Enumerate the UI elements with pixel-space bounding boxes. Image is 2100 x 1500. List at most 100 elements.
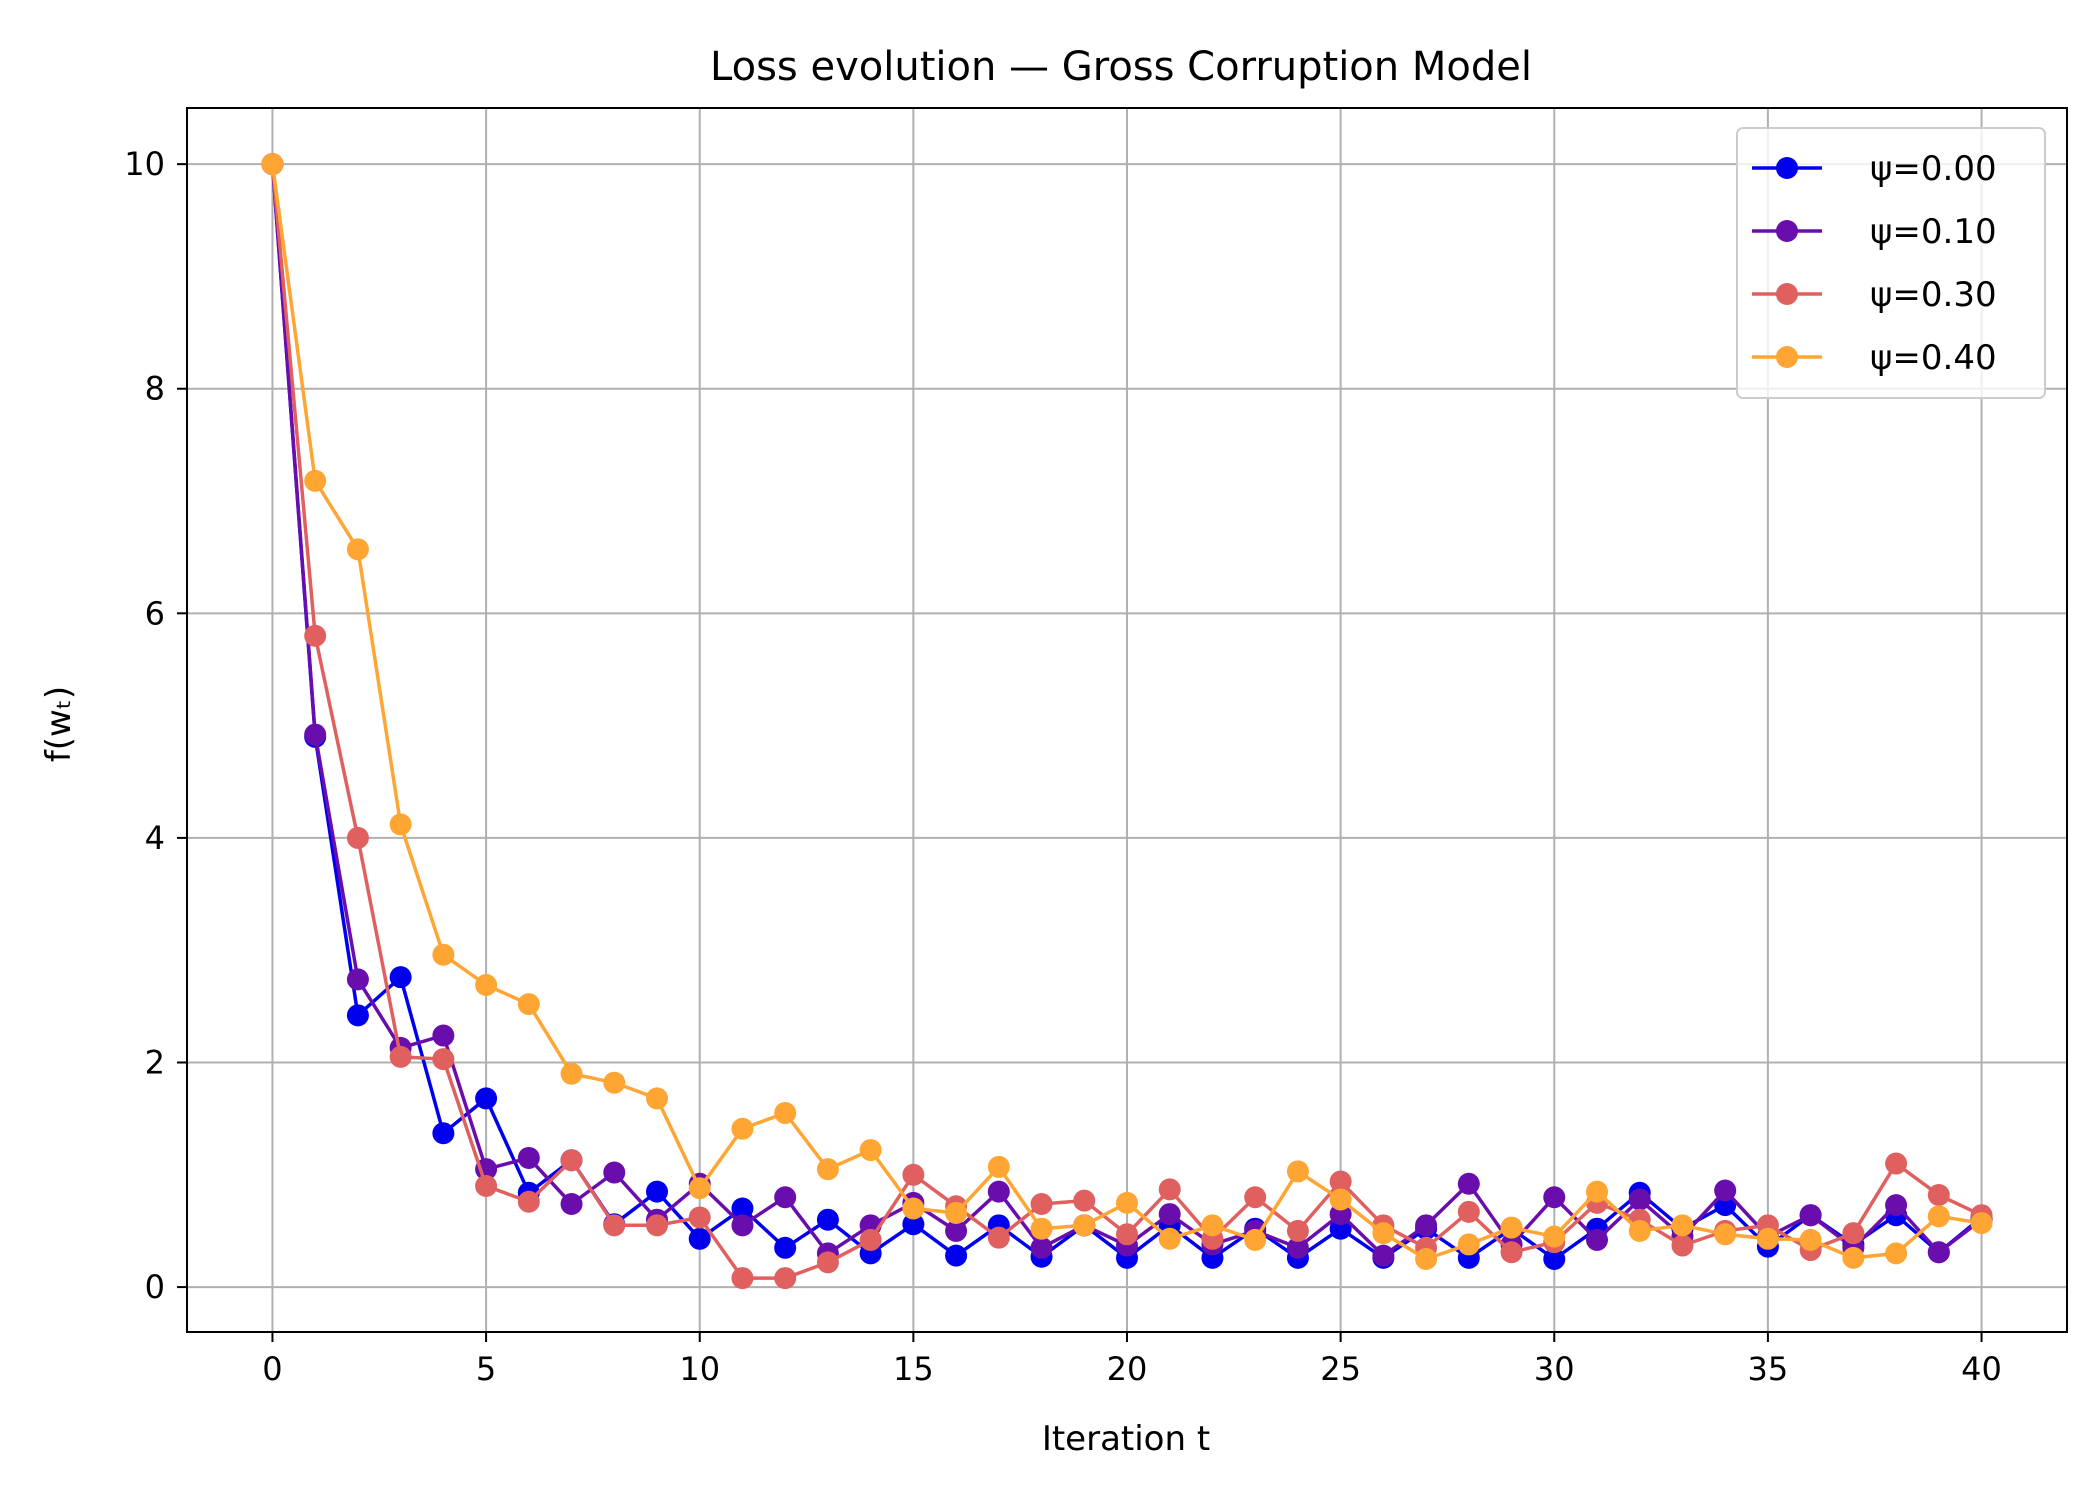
- data-point: [432, 1048, 455, 1071]
- data-point: [304, 469, 327, 492]
- y-tick-label: 6: [145, 594, 165, 632]
- data-point: [1543, 1186, 1566, 1209]
- data-point: [261, 153, 284, 176]
- data-point: [902, 1197, 925, 1220]
- data-point: [816, 1158, 839, 1181]
- data-point: [517, 993, 540, 1016]
- data-point: [1158, 1227, 1181, 1250]
- series-3: [261, 153, 1993, 1271]
- data-point: [774, 1186, 797, 1209]
- legend-label: ψ=0.30: [1870, 275, 1997, 315]
- data-point: [1586, 1228, 1608, 1251]
- legend-swatch-marker: [1776, 283, 1798, 305]
- y-tick-label: 2: [145, 1043, 165, 1081]
- data-point: [304, 723, 327, 746]
- legend-swatch-marker: [1776, 157, 1798, 179]
- data-point: [987, 1226, 1010, 1249]
- axis-ticks: 0 5 10 15 20 25 30 35 40 0 2 4 6 8 10: [124, 145, 2002, 1388]
- data-point: [603, 1071, 626, 1094]
- data-point: [432, 943, 455, 966]
- x-tick-label: 20: [1107, 1350, 1148, 1388]
- data-point: [774, 1267, 797, 1290]
- data-point: [731, 1267, 754, 1290]
- data-point: [1329, 1188, 1352, 1211]
- data-point: [1885, 1194, 1908, 1217]
- x-tick-label: 40: [1961, 1350, 2002, 1388]
- x-tick-label: 25: [1320, 1350, 1361, 1388]
- data-point: [1457, 1200, 1480, 1223]
- data-point: [304, 624, 327, 647]
- legend-label: ψ=0.40: [1870, 338, 1997, 378]
- data-point: [517, 1146, 540, 1169]
- data-point: [1244, 1186, 1267, 1209]
- data-point: [816, 1208, 839, 1231]
- data-point: [1116, 1223, 1138, 1246]
- data-point: [1671, 1234, 1694, 1257]
- data-point: [1030, 1217, 1053, 1240]
- data-point: [1970, 1212, 1993, 1235]
- data-point: [688, 1227, 711, 1250]
- y-axis-label: f(wₜ): [39, 686, 79, 762]
- data-point: [1628, 1219, 1651, 1242]
- y-tick-label: 0: [145, 1268, 165, 1306]
- data-point: [859, 1228, 882, 1251]
- data-point: [517, 1190, 540, 1213]
- data-point: [1799, 1204, 1822, 1227]
- y-tick-label: 10: [124, 145, 165, 183]
- data-point: [1927, 1184, 1950, 1207]
- data-point: [646, 1087, 668, 1110]
- x-tick-label: 10: [679, 1350, 720, 1388]
- x-axis-label: Iteration t: [1042, 1419, 1210, 1459]
- data-point: [432, 1024, 455, 1047]
- x-tick-label: 5: [476, 1350, 496, 1388]
- data-point: [389, 1045, 412, 1068]
- legend-frame: [1736, 127, 2046, 399]
- data-point: [1073, 1214, 1096, 1237]
- x-tick-label: 30: [1534, 1350, 1575, 1388]
- data-point: [945, 1201, 968, 1224]
- data-point: [1885, 1242, 1908, 1265]
- data-point: [475, 1087, 498, 1110]
- data-point: [1543, 1248, 1566, 1271]
- data-point: [1457, 1233, 1480, 1256]
- data-point: [432, 1122, 455, 1145]
- chart-title: Loss evolution — Gross Corruption Model: [710, 44, 1532, 90]
- x-tick-label: 35: [1748, 1350, 1789, 1388]
- data-point: [731, 1214, 754, 1237]
- data-point: [1158, 1203, 1181, 1226]
- data-point: [1244, 1228, 1267, 1251]
- data-point: [902, 1163, 925, 1186]
- data-point: [560, 1149, 583, 1172]
- data-point: [1415, 1248, 1438, 1271]
- x-tick-label: 15: [893, 1350, 934, 1388]
- data-point: [1628, 1188, 1651, 1211]
- data-point: [1201, 1214, 1224, 1237]
- data-point: [1286, 1219, 1309, 1242]
- data-point: [1799, 1228, 1822, 1251]
- data-point: [1500, 1216, 1523, 1239]
- data-point: [1158, 1178, 1181, 1201]
- data-point: [731, 1117, 754, 1140]
- data-point: [346, 1004, 369, 1027]
- data-point: [688, 1206, 711, 1229]
- y-tick-label: 8: [145, 370, 165, 408]
- legend-swatch-marker: [1776, 220, 1798, 242]
- data-point: [945, 1244, 968, 1267]
- data-point: [1329, 1170, 1352, 1193]
- data-point: [389, 966, 412, 989]
- data-point: [902, 1213, 925, 1236]
- data-point: [389, 813, 412, 836]
- data-point: [945, 1219, 968, 1242]
- data-point: [603, 1214, 626, 1237]
- x-tick-label: 0: [262, 1350, 282, 1388]
- data-point: [688, 1177, 711, 1200]
- data-point: [560, 1192, 583, 1215]
- data-point: [1030, 1192, 1053, 1215]
- data-point: [1842, 1222, 1865, 1245]
- data-point: [603, 1161, 626, 1184]
- data-point: [1671, 1214, 1694, 1237]
- data-point: [774, 1236, 797, 1259]
- data-point: [1927, 1205, 1950, 1228]
- data-point: [1756, 1227, 1779, 1250]
- data-point: [1714, 1179, 1737, 1202]
